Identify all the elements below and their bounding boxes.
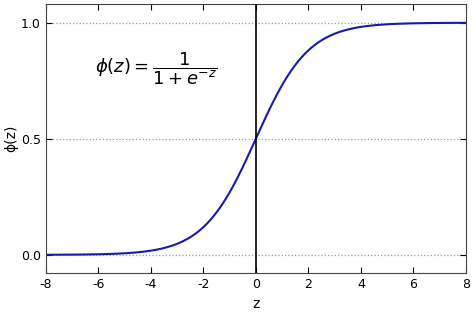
Text: $\phi(z) = \dfrac{1}{1+e^{-z}}$: $\phi(z) = \dfrac{1}{1+e^{-z}}$ <box>95 51 218 88</box>
X-axis label: z: z <box>252 297 259 311</box>
Y-axis label: ϕ(z): ϕ(z) <box>4 125 18 152</box>
